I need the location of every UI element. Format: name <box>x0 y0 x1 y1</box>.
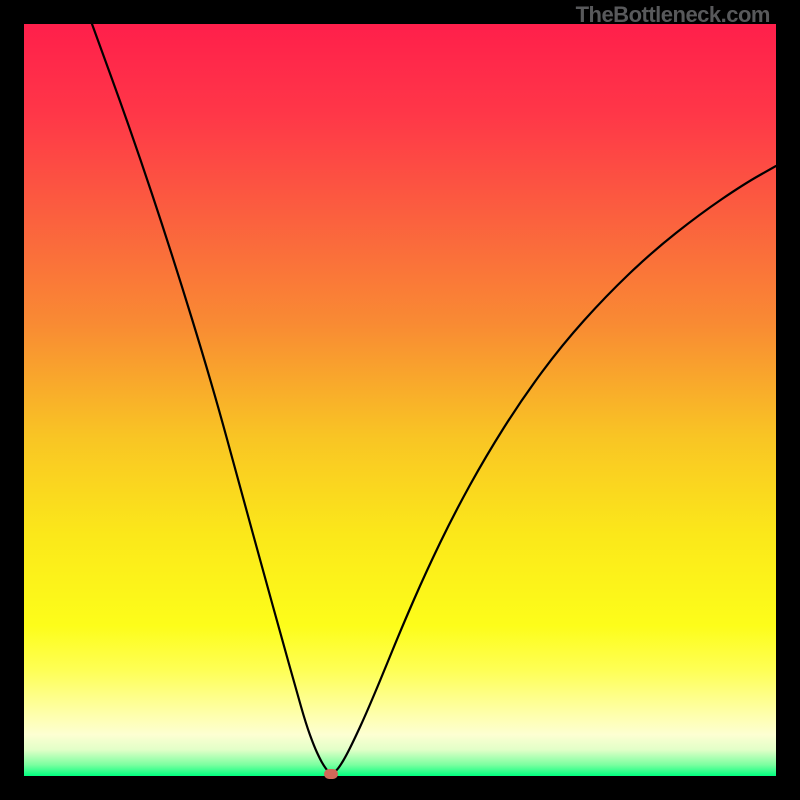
plot-area <box>24 24 776 776</box>
watermark-text: TheBottleneck.com <box>576 2 770 28</box>
optimum-marker <box>324 769 338 779</box>
chart-svg <box>24 24 776 776</box>
chart-container: TheBottleneck.com <box>0 0 800 800</box>
gradient-bg <box>24 24 776 776</box>
